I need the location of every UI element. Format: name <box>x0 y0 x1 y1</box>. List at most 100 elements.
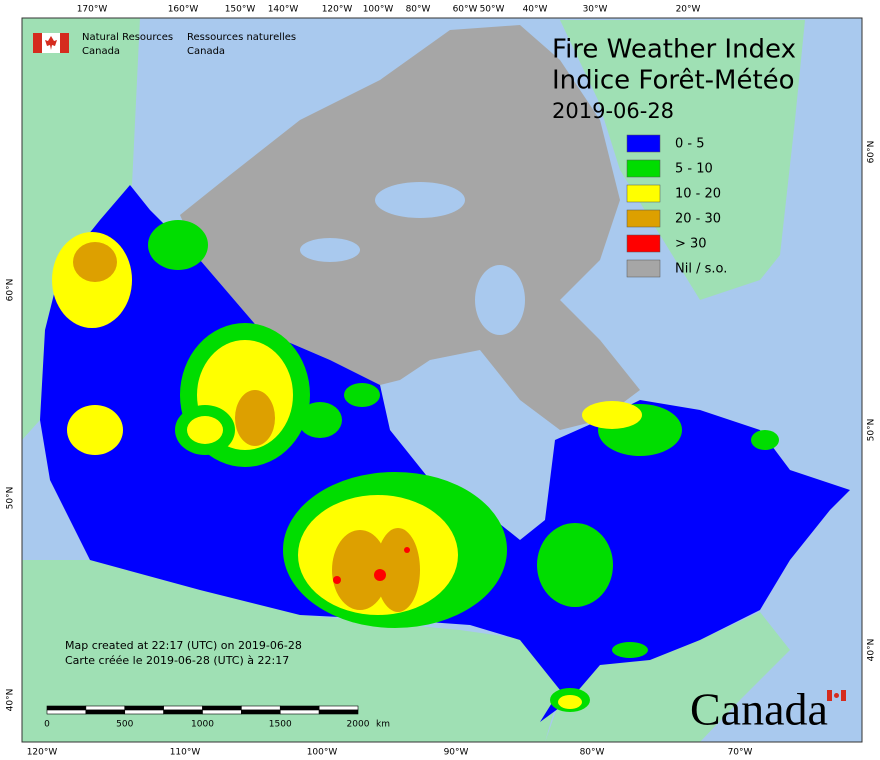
legend-label: 10 - 20 <box>675 187 721 202</box>
legend-label: > 30 <box>675 237 707 252</box>
usa-east <box>545 612 790 742</box>
scale-segment <box>279 705 320 711</box>
greenland <box>560 20 805 300</box>
scale-segment <box>202 705 242 711</box>
lon-label: 120°W <box>322 5 353 15</box>
channel <box>475 265 525 335</box>
lon-label: 40°W <box>523 5 548 15</box>
scale-segment <box>85 709 126 715</box>
fwi-patch <box>558 695 582 709</box>
lon-label: 110°W <box>170 748 201 758</box>
fwi-patch <box>374 569 386 581</box>
fwi-patch <box>73 242 117 282</box>
lon-label: 50°W <box>480 5 505 15</box>
title-fr: Indice Forêt-Météo <box>552 66 795 96</box>
legend-label: 0 - 5 <box>675 137 705 152</box>
nrcan-flag <box>33 33 69 53</box>
legend-label: 20 - 30 <box>675 212 721 227</box>
flag-bar <box>841 690 846 701</box>
lat-label: 50°N <box>867 419 877 442</box>
usa <box>22 560 560 742</box>
lat-label: 40°N <box>867 639 877 662</box>
legend-swatch <box>626 259 661 278</box>
scale-segment <box>85 705 126 711</box>
frame <box>21 17 863 743</box>
scale-label: 1000 <box>191 720 214 730</box>
lon-label: 120°W <box>27 748 58 758</box>
scale-segment <box>124 705 164 711</box>
fwi-patch <box>67 405 123 455</box>
org-en: Natural Resources <box>82 32 173 43</box>
lat-label: 60°N <box>6 279 16 302</box>
scale-segment <box>124 709 164 715</box>
lon-label: 150°W <box>225 5 256 15</box>
canada-low <box>40 185 850 722</box>
maple-leaf <box>45 36 57 50</box>
legend-swatch <box>626 159 661 178</box>
lon-label: 60°W <box>453 5 478 15</box>
legend-swatch <box>626 234 661 253</box>
scale-segment <box>202 709 242 715</box>
scale-segment <box>241 709 281 715</box>
lon-label: 20°W <box>676 5 701 15</box>
fwi-patch <box>332 530 388 610</box>
lon-label: 100°W <box>363 5 394 15</box>
fwi-patch <box>751 430 779 450</box>
scale-segment <box>46 705 87 711</box>
scale-label: 500 <box>116 720 133 730</box>
lat-label: 40°N <box>6 689 16 712</box>
lat-label: 50°N <box>6 487 16 510</box>
scale-label: 0 <box>44 720 50 730</box>
created-en: Map created at 22:17 (UTC) on 2019-06-28 <box>65 639 302 652</box>
org-fr: Ressources naturelles <box>187 32 296 43</box>
lon-label: 70°W <box>728 748 753 758</box>
lon-label: 90°W <box>444 748 469 758</box>
scale-segment <box>318 705 359 711</box>
fwi-patch <box>187 416 223 444</box>
scale-unit: km <box>376 720 390 730</box>
legend-swatch <box>626 184 661 203</box>
scale-label: 2000 <box>347 720 370 730</box>
fwi-patch <box>612 642 648 658</box>
maple-leaf <box>834 693 839 698</box>
fwi-patch <box>235 390 275 446</box>
org-en: Canada <box>82 46 120 57</box>
scale-segment <box>163 705 203 711</box>
scale-segment <box>279 709 320 715</box>
scale-segment <box>163 709 203 715</box>
channel <box>300 238 360 262</box>
land <box>22 18 850 742</box>
flag-bar <box>60 33 69 53</box>
flag-bar <box>33 33 42 53</box>
channel <box>375 182 465 218</box>
fwi-patch <box>404 547 410 553</box>
legend-swatch <box>626 209 661 228</box>
lat-label: 60°N <box>867 141 877 164</box>
map-date: 2019-06-28 <box>552 99 674 123</box>
fwi-patch <box>148 220 208 270</box>
fwi-patch <box>333 576 341 584</box>
lon-label: 170°W <box>77 5 108 15</box>
lon-label: 140°W <box>268 5 299 15</box>
fwi-patch <box>582 401 642 429</box>
fwi-patch <box>298 402 342 438</box>
scale-segment <box>241 705 281 711</box>
scale-bar: 0 500 1000 1500 2000 km <box>44 705 390 730</box>
graticule-labels: 170°W 160°W 150°W 140°W 120°W 100°W 80°W 60°W 50… <box>6 5 877 758</box>
lon-label: 80°W <box>580 748 605 758</box>
lon-label: 80°W <box>406 5 431 15</box>
legend: 0 - 5 5 - 10 10 - 20 20 - 30 > 30 Nil / s.o. <box>626 134 727 278</box>
scale-label: 1500 <box>269 720 292 730</box>
lon-label: 30°W <box>583 5 608 15</box>
legend-label: 5 - 10 <box>675 162 713 177</box>
wordmark: Canada <box>690 684 846 735</box>
legend-swatch <box>626 134 661 153</box>
flag-bar <box>827 690 832 701</box>
legend-label: Nil / s.o. <box>675 262 727 277</box>
org-fr: Canada <box>187 46 225 57</box>
created-fr: Carte créée le 2019-06-28 (UTC) à 22:17 <box>65 654 289 667</box>
canada-wordmark: Canada <box>690 684 828 735</box>
scale-segment <box>46 709 87 715</box>
fwi-patch <box>537 523 613 607</box>
